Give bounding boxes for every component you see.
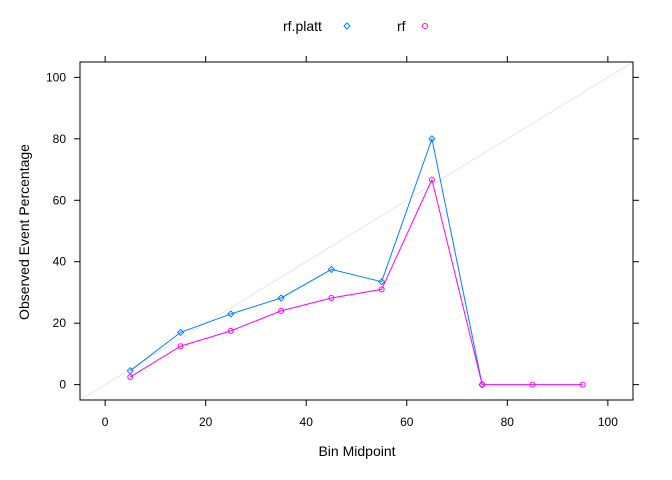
data-point	[428, 176, 435, 183]
series-rf	[127, 176, 586, 388]
data-point	[428, 135, 436, 143]
series-line	[129, 136, 483, 385]
y-tick-label: 80	[53, 132, 67, 146]
data-point	[328, 294, 335, 301]
data-point	[277, 294, 285, 302]
data-point	[579, 381, 586, 388]
data-point	[176, 328, 185, 337]
axis-ticks: 0 20 40 60 80 100 0 20 40 60 80 100	[46, 56, 639, 429]
data-point	[126, 367, 134, 375]
x-tick-label: 0	[102, 415, 109, 429]
legend: rf.platt rf	[283, 18, 428, 34]
plot-frame	[79, 61, 634, 401]
data-point	[479, 381, 486, 388]
legend-label: rf	[397, 18, 406, 34]
y-tick-label: 20	[53, 316, 67, 330]
x-tick-label: 40	[300, 415, 314, 429]
y-tick-label: 0	[59, 378, 66, 392]
data-point	[227, 327, 234, 334]
data-point	[422, 23, 428, 29]
series-line	[130, 178, 583, 386]
data-point	[177, 343, 184, 350]
data-point	[227, 310, 235, 318]
data-point	[343, 22, 351, 30]
x-tick-label: 100	[598, 415, 618, 429]
data-point	[377, 277, 386, 286]
data-point	[327, 265, 336, 274]
y-tick-label: 60	[53, 193, 67, 207]
legend-label: rf.platt	[283, 18, 322, 34]
data-point	[529, 381, 536, 388]
x-tick-label: 60	[400, 415, 414, 429]
reference-diagonal-line	[79, 61, 634, 401]
y-tick-label: 100	[46, 70, 66, 84]
y-tick-label: 40	[53, 255, 67, 269]
data-point	[378, 286, 385, 293]
x-tick-label: 80	[501, 415, 515, 429]
x-axis-title: Bin Midpoint	[318, 443, 395, 459]
x-tick-label: 20	[199, 415, 213, 429]
data-point	[127, 373, 134, 380]
series-layer	[126, 135, 586, 389]
data-point	[278, 307, 285, 314]
y-axis-title: Observed Event Percentage	[16, 144, 32, 320]
